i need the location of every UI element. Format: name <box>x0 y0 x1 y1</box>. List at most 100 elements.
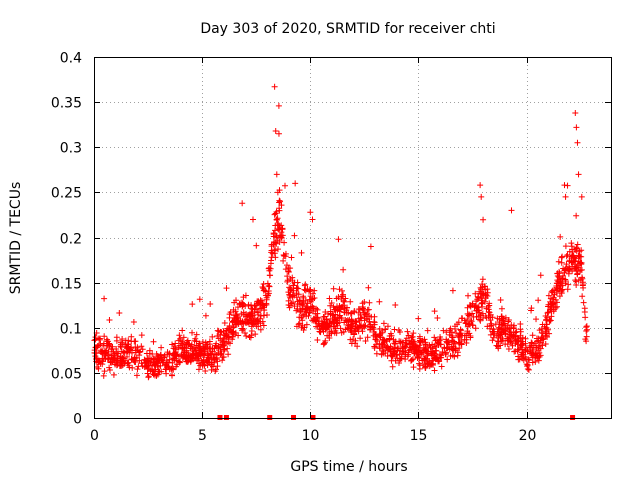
gap-marker <box>310 415 316 420</box>
data-point <box>574 270 581 277</box>
data-point <box>504 335 511 342</box>
data-point <box>483 305 490 312</box>
data-point <box>239 302 246 309</box>
x-tick-label: 20 <box>519 428 537 444</box>
data-point <box>340 266 347 273</box>
data-point <box>282 266 289 273</box>
gap-marker <box>217 415 223 420</box>
data-point <box>430 362 437 369</box>
data-point <box>477 312 484 319</box>
data-point <box>113 337 120 344</box>
data-point <box>546 318 553 325</box>
data-point <box>373 350 380 357</box>
data-point <box>415 347 422 354</box>
data-point <box>561 182 568 189</box>
data-point <box>478 300 485 307</box>
data-point <box>507 329 514 336</box>
data-point <box>314 323 321 330</box>
data-point <box>249 216 256 223</box>
data-point <box>362 337 369 344</box>
data-point <box>528 339 535 346</box>
data-point <box>424 327 431 334</box>
data-point <box>198 357 205 364</box>
data-point <box>313 318 320 325</box>
data-point <box>299 312 306 319</box>
data-point <box>547 317 554 324</box>
y-tick-label: 0.4 <box>60 51 82 67</box>
data-point <box>230 306 237 313</box>
data-point <box>546 330 553 337</box>
data-point <box>337 325 344 332</box>
data-point <box>121 360 128 367</box>
data-point <box>116 309 123 316</box>
data-point <box>171 357 178 364</box>
data-point <box>158 344 165 351</box>
data-point <box>260 322 267 329</box>
data-point <box>113 345 120 352</box>
data-point <box>322 337 329 344</box>
data-point <box>470 314 477 321</box>
gap-marker <box>291 415 297 420</box>
data-point <box>365 284 372 291</box>
data-point <box>489 337 496 344</box>
data-point <box>496 332 503 339</box>
data-point <box>520 351 527 358</box>
data-point <box>179 327 186 334</box>
data-point <box>320 314 327 321</box>
data-point <box>562 243 569 250</box>
data-point <box>556 270 563 277</box>
data-point <box>476 288 483 295</box>
data-point <box>579 275 586 282</box>
data-point <box>532 353 539 360</box>
data-point <box>569 263 576 270</box>
data-point <box>414 354 421 361</box>
data-point <box>272 128 279 135</box>
data-point <box>568 259 575 266</box>
data-point <box>373 334 380 341</box>
data-point <box>199 338 206 345</box>
data-point <box>233 317 240 324</box>
data-point <box>286 292 293 299</box>
data-point <box>525 366 532 373</box>
data-point <box>348 317 355 324</box>
data-point <box>253 242 260 249</box>
data-point <box>300 293 307 300</box>
data-point <box>481 283 488 290</box>
data-point <box>380 320 387 327</box>
data-point <box>532 358 539 365</box>
data-point <box>449 287 456 294</box>
data-point <box>419 362 426 369</box>
data-point <box>183 349 190 356</box>
data-point <box>395 327 402 334</box>
data-point <box>134 366 141 373</box>
data-point <box>513 328 520 335</box>
data-point <box>371 313 378 320</box>
data-point <box>95 335 102 342</box>
data-point <box>226 340 233 347</box>
data-point <box>276 232 283 239</box>
data-point <box>464 304 471 311</box>
data-point <box>581 305 588 312</box>
data-point <box>539 321 546 328</box>
data-point <box>97 348 104 355</box>
data-point <box>285 268 292 275</box>
data-point <box>219 336 226 343</box>
data-point <box>246 311 253 318</box>
data-point <box>525 356 532 363</box>
data-point <box>157 351 164 358</box>
data-point <box>479 299 486 306</box>
data-point <box>268 241 275 248</box>
data-point <box>242 292 249 299</box>
data-point <box>573 244 580 251</box>
data-point <box>260 302 267 309</box>
data-point <box>191 344 198 351</box>
data-point <box>465 292 472 299</box>
gap-marker <box>223 415 229 420</box>
y-tick-label: 0.25 <box>51 186 82 202</box>
data-point <box>341 309 348 316</box>
data-point <box>480 216 487 223</box>
data-point <box>519 346 525 353</box>
data-point <box>158 368 165 375</box>
data-point <box>389 363 396 370</box>
data-point <box>353 319 360 326</box>
